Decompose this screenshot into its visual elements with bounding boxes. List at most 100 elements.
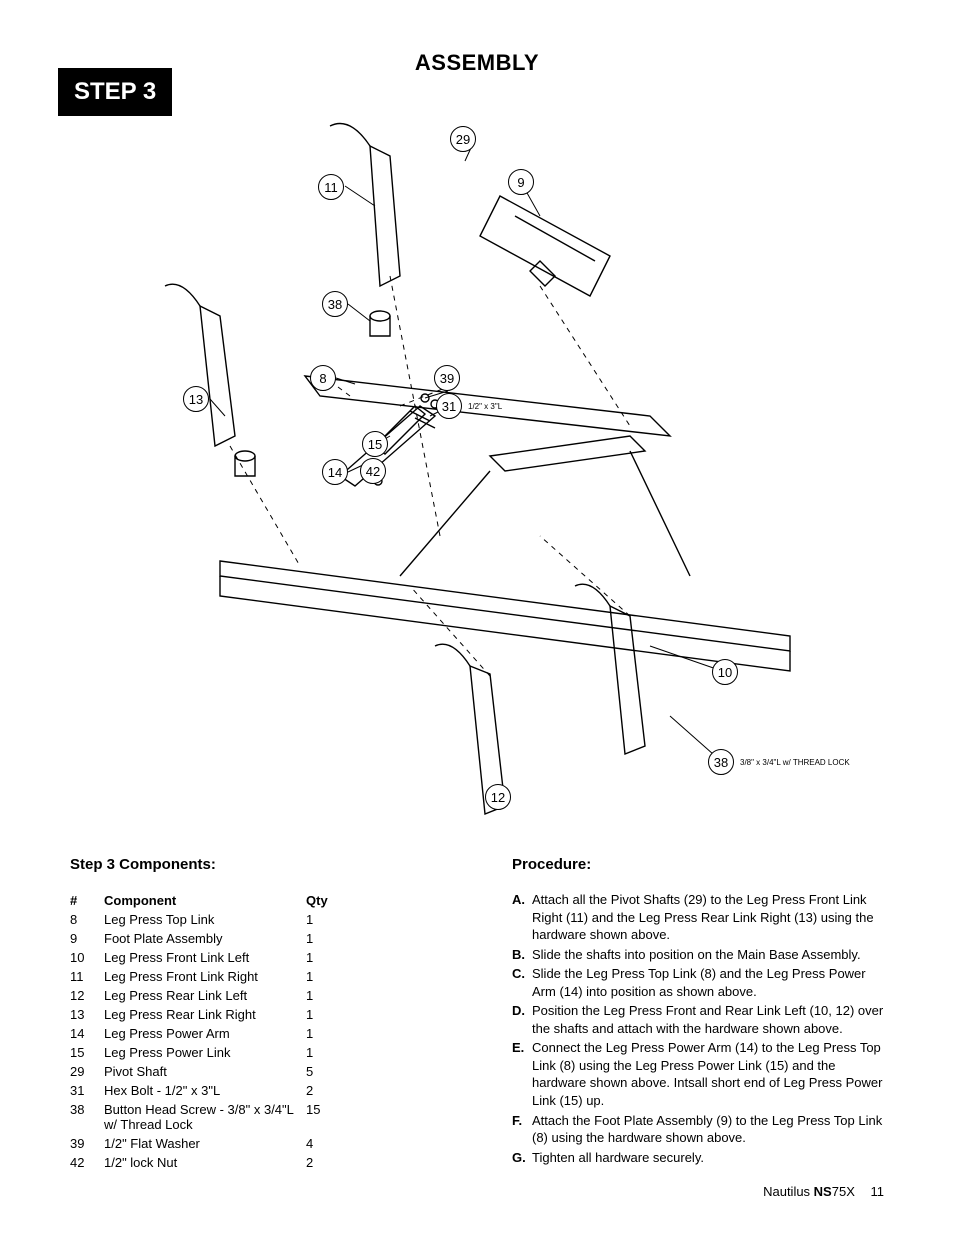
procedure-step: C.Slide the Leg Press Top Link (8) and t…	[512, 965, 884, 1000]
cell-qty: 2	[294, 1153, 328, 1172]
cell-num: 31	[70, 1081, 104, 1100]
table-row: 31Hex Bolt - 1/2" x 3"L2	[70, 1081, 328, 1100]
callout-note: 1/2" x 3"L	[468, 402, 502, 411]
cell-qty: 1	[294, 948, 328, 967]
cell-component: Leg Press Front Link Left	[104, 948, 294, 967]
table-row: 8Leg Press Top Link1	[70, 910, 328, 929]
table-row: 14Leg Press Power Arm1	[70, 1024, 328, 1043]
cell-num: 11	[70, 967, 104, 986]
cell-qty: 1	[294, 986, 328, 1005]
cell-num: 8	[70, 910, 104, 929]
callout-bubble: 14	[322, 459, 348, 485]
cell-qty: 1	[294, 929, 328, 948]
components-section: Step 3 Components: # Component Qty 8Leg …	[70, 856, 442, 1172]
callout-bubble: 38	[322, 291, 348, 317]
footer-brand-suffix: 75X	[832, 1184, 855, 1199]
table-row: 11Leg Press Front Link Right1	[70, 967, 328, 986]
step-text: Tighten all hardware securely.	[532, 1149, 704, 1167]
procedure-step: B.Slide the shafts into position on the …	[512, 946, 884, 964]
cell-num: 39	[70, 1134, 104, 1153]
cell-component: Leg Press Power Link	[104, 1043, 294, 1062]
procedure-step: D.Position the Leg Press Front and Rear …	[512, 1002, 884, 1037]
table-row: 13Leg Press Rear Link Right1	[70, 1005, 328, 1024]
table-row: 421/2" lock Nut2	[70, 1153, 328, 1172]
cell-qty: 1	[294, 1024, 328, 1043]
callout-bubble: 8	[310, 365, 336, 391]
callout-note: 3/8" x 3/4"L w/ THREAD LOCK	[740, 758, 850, 767]
callout-11: 11	[318, 174, 344, 200]
callout-31: 311/2" x 3"L	[436, 393, 502, 419]
cell-num: 12	[70, 986, 104, 1005]
cell-qty: 5	[294, 1062, 328, 1081]
cell-component: Leg Press Top Link	[104, 910, 294, 929]
callout-bubble: 29	[450, 126, 476, 152]
procedure-list: A.Attach all the Pivot Shafts (29) to th…	[512, 891, 884, 1166]
procedure-section: Procedure: A.Attach all the Pivot Shafts…	[512, 856, 884, 1172]
page-title: ASSEMBLY	[70, 50, 884, 76]
callout-8: 8	[310, 365, 336, 391]
cell-component: 1/2" lock Nut	[104, 1153, 294, 1172]
cell-qty: 1	[294, 1043, 328, 1062]
cell-num: 14	[70, 1024, 104, 1043]
callout-10: 10	[712, 659, 738, 685]
callout-13: 13	[183, 386, 209, 412]
table-row: 15Leg Press Power Link1	[70, 1043, 328, 1062]
callout-bubble: 15	[362, 431, 388, 457]
col-qty: Qty	[294, 891, 328, 910]
cell-qty: 1	[294, 1005, 328, 1024]
callout-bubble: 12	[485, 784, 511, 810]
components-heading: Step 3 Components:	[70, 856, 442, 873]
cell-qty: 1	[294, 910, 328, 929]
callout-bubble: 11	[318, 174, 344, 200]
callout-bubble: 10	[712, 659, 738, 685]
table-row: 29Pivot Shaft5	[70, 1062, 328, 1081]
callout-bubble: 13	[183, 386, 209, 412]
col-component: Component	[104, 891, 294, 910]
cell-num: 10	[70, 948, 104, 967]
cell-component: 1/2" Flat Washer	[104, 1134, 294, 1153]
cell-component: Leg Press Rear Link Right	[104, 1005, 294, 1024]
components-table: # Component Qty 8Leg Press Top Link19Foo…	[70, 891, 328, 1172]
step-text: Position the Leg Press Front and Rear Li…	[532, 1002, 884, 1037]
callout-38: 383/8" x 3/4"L w/ THREAD LOCK	[708, 749, 850, 775]
callout-bubble: 9	[508, 169, 534, 195]
step-text: Slide the shafts into position on the Ma…	[532, 946, 861, 964]
procedure-step: E.Connect the Leg Press Power Arm (14) t…	[512, 1039, 884, 1109]
cell-component: Leg Press Rear Link Left	[104, 986, 294, 1005]
callout-39: 39	[434, 365, 460, 391]
cell-num: 42	[70, 1153, 104, 1172]
callout-42: 42	[360, 458, 386, 484]
table-row: 9Foot Plate Assembly1	[70, 929, 328, 948]
step-label: D.	[512, 1002, 532, 1037]
cell-component: Hex Bolt - 1/2" x 3"L	[104, 1081, 294, 1100]
cell-num: 38	[70, 1100, 104, 1134]
cell-num: 29	[70, 1062, 104, 1081]
table-row: 12Leg Press Rear Link Left1	[70, 986, 328, 1005]
col-num: #	[70, 891, 104, 910]
page-footer: Nautilus NS75X 11	[763, 1184, 884, 1199]
step-text: Slide the Leg Press Top Link (8) and the…	[532, 965, 884, 1000]
procedure-step: F.Attach the Foot Plate Assembly (9) to …	[512, 1112, 884, 1147]
cell-component: Pivot Shaft	[104, 1062, 294, 1081]
procedure-step: A.Attach all the Pivot Shafts (29) to th…	[512, 891, 884, 944]
step-text: Connect the Leg Press Power Arm (14) to …	[532, 1039, 884, 1109]
step-label: E.	[512, 1039, 532, 1109]
table-row: 38Button Head Screw - 3/8" x 3/4"L w/ Th…	[70, 1100, 328, 1134]
step-text: Attach the Foot Plate Assembly (9) to th…	[532, 1112, 884, 1147]
table-row: 10Leg Press Front Link Left1	[70, 948, 328, 967]
callout-bubble: 39	[434, 365, 460, 391]
callout-bubble: 42	[360, 458, 386, 484]
cell-component: Leg Press Front Link Right	[104, 967, 294, 986]
callout-29: 29	[450, 126, 476, 152]
procedure-step: G.Tighten all hardware securely.	[512, 1149, 884, 1167]
callout-38: 38	[322, 291, 348, 317]
cell-qty: 1	[294, 967, 328, 986]
cell-num: 9	[70, 929, 104, 948]
table-row: 391/2" Flat Washer4	[70, 1134, 328, 1153]
step-label: G.	[512, 1149, 532, 1167]
step-label: A.	[512, 891, 532, 944]
cell-num: 13	[70, 1005, 104, 1024]
footer-brand-pre: Nautilus	[763, 1184, 814, 1199]
procedure-heading: Procedure:	[512, 856, 884, 873]
cell-component: Button Head Screw - 3/8" x 3/4"L w/ Thre…	[104, 1100, 294, 1134]
